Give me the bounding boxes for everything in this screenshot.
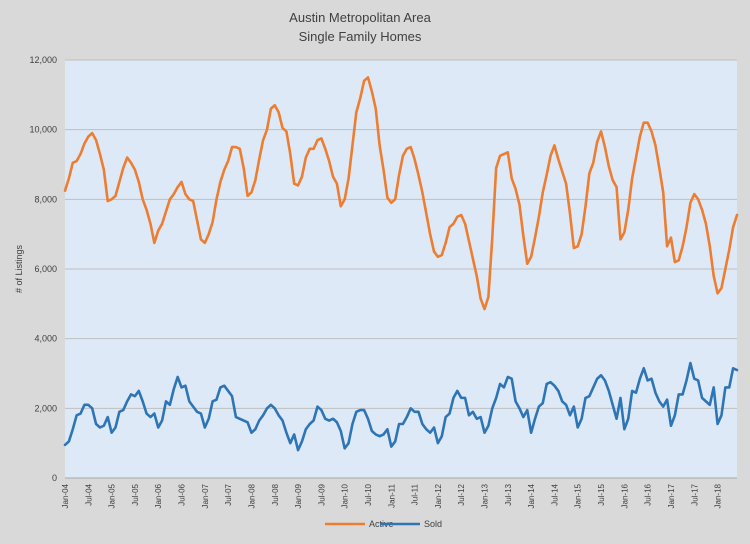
y-tick-label: 2,000 [34, 403, 57, 413]
x-tick-label: Jan-05 [108, 483, 117, 508]
x-tick-label: Jan-12 [434, 483, 443, 508]
x-tick-label: Jan-08 [247, 483, 256, 508]
legend-label-sold: Sold [424, 519, 442, 529]
x-tick-label: Jul-17 [690, 483, 699, 505]
x-tick-label: Jul-06 [178, 483, 187, 505]
x-axis-ticks: Jan-04 Jul-04 Jan-05 Jul-05 Jan-06 Jul-06 Jan-… [61, 483, 723, 508]
x-tick-label: Jan-09 [294, 483, 303, 508]
legend: ActiveSold [325, 519, 442, 529]
series-line-active [63, 76, 739, 311]
y-tick-label: 8,000 [34, 194, 57, 204]
x-tick-label: Jan-07 [201, 483, 210, 508]
x-tick-label: Jul-13 [504, 483, 513, 505]
gridlines [65, 59, 737, 409]
x-tick-label: Jan-14 [527, 483, 536, 508]
x-tick-label: Jan-17 [667, 483, 676, 508]
x-tick-label: Jan-15 [574, 483, 583, 508]
x-tick-label: Jan-18 [714, 483, 723, 508]
x-tick-label: Jul-15 [597, 483, 606, 505]
x-tick-label: Jul-07 [224, 483, 233, 505]
x-tick-label: Jul-16 [644, 483, 653, 505]
series-line-sold [63, 361, 739, 452]
x-tick-label: Jul-12 [457, 483, 466, 505]
x-tick-label: Jan-06 [154, 483, 163, 508]
chart-title: Austin Metropolitan Area [289, 10, 431, 25]
x-tick-label: Jul-04 [84, 483, 93, 505]
y-tick-label: 4,000 [34, 334, 57, 344]
x-tick-label: Jan-04 [61, 483, 70, 508]
y-tick-label: 12,000 [29, 55, 57, 65]
x-tick-label: Jul-14 [550, 483, 559, 505]
y-tick-label: 0 [52, 473, 57, 483]
chart-subtitle: Single Family Homes [299, 29, 422, 44]
x-tick-label: Jul-10 [364, 483, 373, 505]
y-tick-label: 10,000 [29, 125, 57, 135]
x-tick-label: Jul-11 [411, 483, 420, 505]
x-tick-label: Jul-08 [271, 483, 280, 505]
y-axis-label: # of Listings [14, 244, 24, 293]
x-tick-label: Jul-05 [131, 483, 140, 505]
x-tick-label: Jan-10 [341, 483, 350, 508]
y-axis-ticks: 0 2,000 4,000 6,000 8,000 10,000 12,000 [29, 55, 57, 483]
x-tick-label: Jan-16 [620, 483, 629, 508]
y-tick-label: 6,000 [34, 264, 57, 274]
series-layer [63, 76, 739, 452]
x-tick-label: Jan-13 [481, 483, 490, 508]
x-tick-label: Jul-09 [317, 483, 326, 505]
x-tick-label: Jan-11 [387, 483, 396, 507]
